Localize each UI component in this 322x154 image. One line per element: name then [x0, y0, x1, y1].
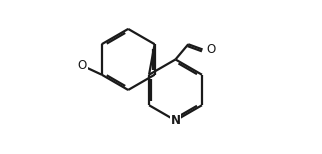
Text: N: N: [170, 114, 181, 127]
Text: O: O: [206, 43, 215, 56]
Text: O: O: [78, 59, 87, 72]
